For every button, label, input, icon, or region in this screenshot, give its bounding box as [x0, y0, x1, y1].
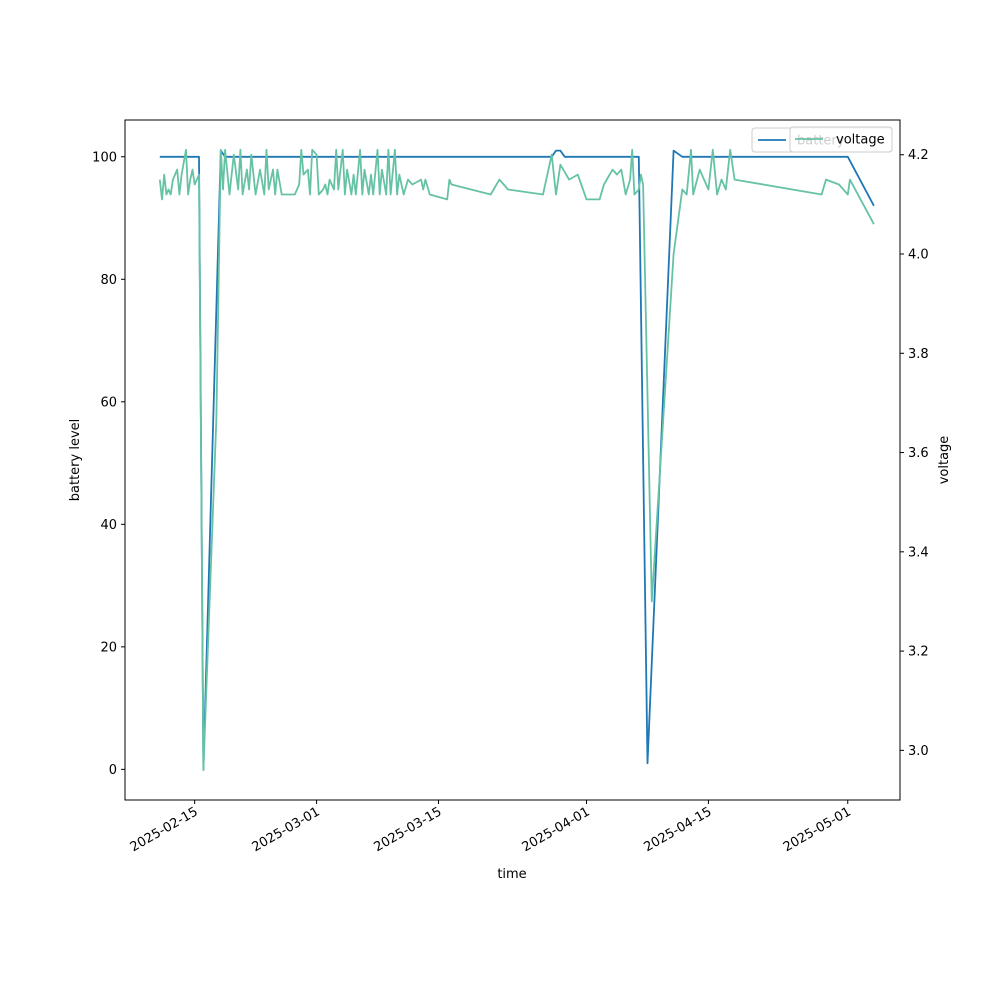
- right-y-tick-label: 3.8: [908, 347, 929, 362]
- x-axis-label: time: [497, 867, 526, 882]
- right-y-axis: 3.0 3.2 3.4 3.6 3.8 4.0 4.2: [900, 148, 929, 759]
- right-y-tick-label: 3.2: [908, 645, 929, 660]
- right-y-tick-label: 3.0: [908, 744, 929, 759]
- legend-label-voltage: voltage: [836, 133, 885, 148]
- x-tick-label: 2025-04-15: [641, 804, 714, 855]
- x-axis: 2025-02-15 2025-03-01 2025-03-15 2025-04-01…: [128, 800, 854, 855]
- plot-background: [125, 120, 900, 800]
- x-tick-label: 2025-05-01: [781, 804, 854, 855]
- right-y-axis-label: voltage: [937, 436, 952, 485]
- left-y-tick-label: 60: [100, 395, 117, 410]
- left-y-tick-label: 40: [100, 518, 117, 533]
- right-y-tick-label: 4.2: [908, 148, 929, 163]
- left-y-tick-label: 0: [109, 763, 117, 778]
- right-y-tick-label: 4.0: [908, 248, 929, 263]
- left-y-tick-label: 80: [100, 273, 117, 288]
- left-y-axis: 0 20 40 60 80 100: [92, 150, 125, 778]
- x-tick-label: 2025-03-15: [372, 804, 445, 855]
- left-y-tick-label: 20: [100, 640, 117, 655]
- left-y-tick-label: 100: [92, 150, 117, 165]
- right-y-tick-label: 3.4: [908, 545, 929, 560]
- legend: batteryvoltage: [752, 127, 892, 152]
- x-tick-label: 2025-04-01: [520, 804, 593, 855]
- left-y-axis-label: battery level: [68, 419, 83, 502]
- x-tick-label: 2025-03-01: [250, 804, 323, 855]
- x-tick-label: 2025-02-15: [128, 804, 201, 855]
- right-y-tick-label: 3.6: [908, 446, 929, 461]
